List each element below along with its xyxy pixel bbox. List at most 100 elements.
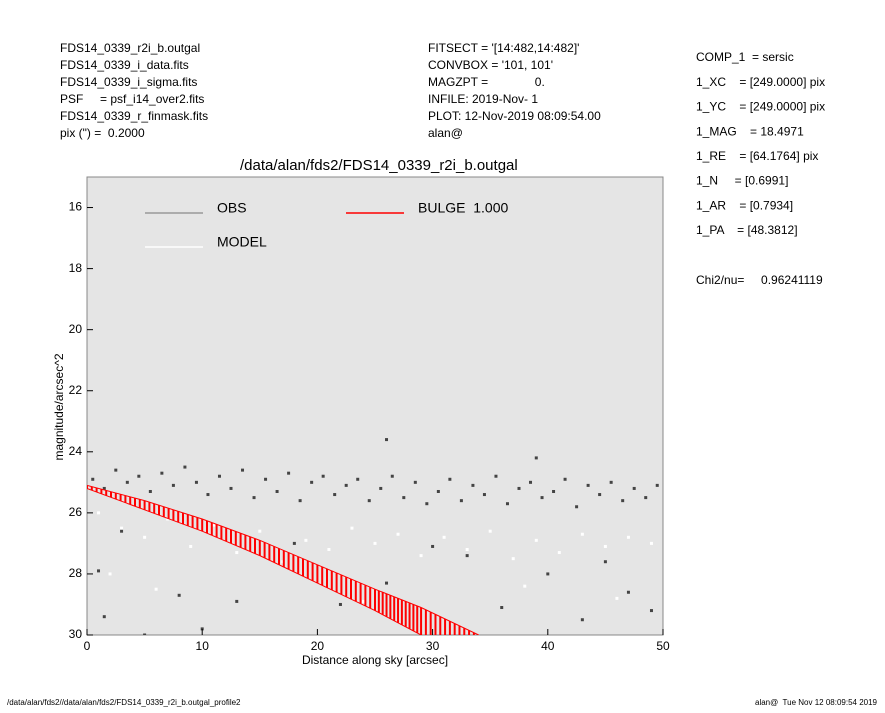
legend-label: BULGE 1.000 <box>418 200 508 216</box>
point <box>465 554 469 558</box>
chi2: Chi2/nu= 0.96241119 <box>696 273 823 287</box>
parameter: 1_YC = [249.0000] pix <box>696 100 825 114</box>
footer-left: /data/alan/fds2//data/alan/fds2/FDS14_03… <box>7 698 241 707</box>
y-tick-label: 26 <box>69 505 83 519</box>
header-left-line: FDS14_0339_r2i_b.outgal <box>60 41 200 55</box>
point <box>523 584 527 588</box>
point <box>235 599 239 603</box>
parameter: 1_XC = [249.0000] pix <box>696 75 825 89</box>
point <box>598 493 602 497</box>
point <box>194 480 198 484</box>
point <box>580 618 584 622</box>
x-tick-label: 0 <box>84 639 91 653</box>
point <box>367 499 371 503</box>
point <box>500 606 504 610</box>
point <box>436 489 440 493</box>
point <box>200 627 204 631</box>
point <box>505 502 509 506</box>
point <box>465 548 469 552</box>
point <box>160 471 164 475</box>
x-tick-label: 10 <box>196 639 210 653</box>
header-middle-line: CONVBOX = '101, 101' <box>428 58 553 72</box>
point <box>344 483 348 487</box>
point <box>91 477 95 481</box>
x-tick-label: 30 <box>426 639 440 653</box>
band-lower-edge <box>87 487 422 635</box>
point <box>419 554 423 558</box>
legend-label: OBS <box>217 200 247 216</box>
point <box>586 483 590 487</box>
point <box>615 596 619 600</box>
header-left-line: PSF = psf_i14_over2.fits <box>60 92 204 106</box>
point <box>552 489 556 493</box>
point <box>390 474 394 478</box>
point <box>114 468 118 472</box>
point <box>120 529 124 533</box>
point <box>229 486 233 490</box>
point <box>241 468 245 472</box>
point <box>264 477 268 481</box>
point <box>540 496 544 500</box>
y-axis-label: magnitude/arcsec^2 <box>52 353 66 460</box>
header-middle-line: INFILE: 2019-Nov- 1 <box>428 92 538 106</box>
footer-right: alan@ Tue Nov 12 08:09:54 2019 <box>755 698 878 707</box>
chart-title: /data/alan/fds2/FDS14_0339_r2i_b.outgal <box>240 157 518 174</box>
point <box>425 502 429 506</box>
point <box>649 609 653 613</box>
point <box>494 474 498 478</box>
point <box>177 593 181 597</box>
point <box>298 499 302 503</box>
header-middle-line: PLOT: 12-Nov-2019 08:09:54.00 <box>428 109 601 123</box>
x-axis-label: Distance along sky [arcsec] <box>302 653 448 667</box>
header-middle-line: alan@ <box>428 126 463 140</box>
point <box>529 480 533 484</box>
y-tick-label: 18 <box>69 261 83 275</box>
point <box>287 471 291 475</box>
header-left-line: pix (") = 0.2000 <box>60 126 145 140</box>
y-tick-label: 20 <box>69 322 83 336</box>
point <box>603 544 607 548</box>
point <box>488 529 492 533</box>
point <box>431 544 435 548</box>
point <box>396 532 400 536</box>
point <box>137 474 141 478</box>
point <box>626 535 630 539</box>
point <box>166 517 170 521</box>
parameter: 1_RE = [64.1764] pix <box>696 149 818 163</box>
point <box>148 489 152 493</box>
point <box>413 480 417 484</box>
header-left-line: FDS14_0339_i_sigma.fits <box>60 75 197 89</box>
parameter: 1_N = [0.6991] <box>696 174 788 188</box>
point <box>448 477 452 481</box>
point <box>97 569 101 573</box>
point <box>356 477 360 481</box>
band-upper-edge <box>87 484 479 635</box>
point <box>385 581 389 585</box>
plot-background <box>86 176 664 636</box>
header-left-line: FDS14_0339_i_data.fits <box>60 58 189 72</box>
point <box>471 483 475 487</box>
header-left-line: FDS14_0339_r_finmask.fits <box>60 109 208 123</box>
point <box>183 465 187 469</box>
point <box>143 535 147 539</box>
point <box>252 496 256 500</box>
point <box>534 456 538 460</box>
x-tick-label: 20 <box>311 639 325 653</box>
point <box>338 602 342 606</box>
point <box>575 505 579 509</box>
point <box>292 541 296 545</box>
header-middle-line: MAGZPT = 0. <box>428 75 545 89</box>
x-tick-label: 50 <box>656 639 670 653</box>
point <box>235 551 239 555</box>
point <box>102 486 106 490</box>
x-tick-label: 40 <box>541 639 555 653</box>
point <box>644 496 648 500</box>
point <box>120 526 124 530</box>
y-tick-label: 28 <box>69 566 83 580</box>
y-tick-label: 30 <box>69 627 83 641</box>
point <box>258 529 262 533</box>
parameter: COMP_1 = sersic <box>696 50 794 64</box>
point <box>97 511 101 515</box>
point <box>333 493 337 497</box>
